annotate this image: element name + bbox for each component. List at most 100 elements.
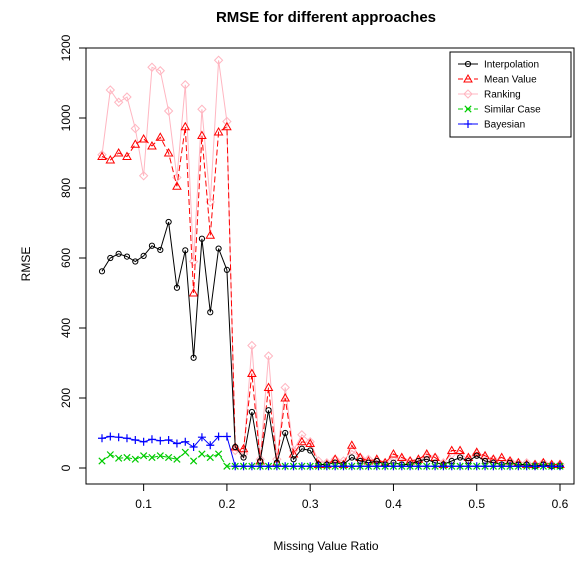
data-point — [396, 452, 407, 461]
series-interpolation — [98, 218, 564, 470]
data-point — [289, 462, 298, 471]
series-line — [101, 221, 560, 467]
data-point — [439, 462, 448, 471]
data-point — [140, 452, 148, 460]
y-tick-label: 1200 — [59, 34, 73, 61]
data-point — [173, 284, 181, 291]
data-point — [139, 437, 148, 446]
series-line — [101, 125, 560, 466]
y-tick-label: 0 — [59, 464, 73, 471]
data-point — [388, 448, 399, 458]
y-axis-label: RMSE — [19, 247, 33, 282]
y-tick-label: 200 — [59, 388, 73, 408]
data-point — [123, 453, 131, 462]
data-point — [98, 268, 106, 275]
data-point — [157, 246, 164, 254]
data-point — [388, 452, 399, 463]
x-tick-label: 0.2 — [219, 497, 236, 511]
data-point — [222, 121, 232, 131]
data-point — [356, 462, 365, 471]
data-point — [331, 462, 340, 471]
data-point — [222, 432, 231, 441]
data-point — [140, 252, 147, 259]
data-point — [231, 462, 240, 471]
data-point — [147, 62, 157, 72]
data-point — [148, 242, 156, 249]
data-point — [173, 455, 181, 463]
x-tick-label: 0.6 — [552, 497, 569, 511]
legend-label: Bayesian — [484, 120, 525, 131]
data-point — [496, 452, 507, 461]
data-point — [296, 436, 307, 446]
data-point — [232, 443, 239, 451]
data-point — [138, 171, 149, 181]
data-point — [113, 147, 124, 157]
data-point — [180, 80, 190, 90]
data-point — [123, 253, 131, 260]
data-point — [122, 151, 132, 160]
x-tick-label: 0.4 — [385, 497, 402, 511]
legend-marker — [464, 60, 472, 68]
data-point — [156, 436, 165, 445]
data-point — [197, 433, 206, 442]
data-point — [547, 462, 556, 471]
data-point — [247, 340, 257, 351]
data-point — [456, 454, 464, 461]
data-point — [106, 432, 115, 441]
data-point — [155, 66, 165, 76]
data-point — [397, 462, 406, 471]
data-point — [122, 92, 132, 102]
data-point — [481, 462, 490, 471]
data-point — [298, 445, 305, 452]
data-point — [265, 407, 272, 414]
legend-marker — [464, 105, 472, 113]
data-point — [339, 462, 348, 471]
data-point — [181, 448, 189, 456]
data-point — [346, 440, 357, 449]
data-point — [406, 462, 415, 471]
data-point — [190, 354, 197, 361]
series-layer — [97, 55, 565, 471]
x-tick-label: 0.5 — [468, 497, 485, 511]
data-point — [556, 462, 564, 471]
data-point — [223, 462, 231, 470]
data-point — [215, 245, 222, 252]
series-similar-case — [98, 448, 564, 470]
data-point — [290, 456, 297, 463]
data-point — [182, 247, 189, 254]
data-point — [264, 462, 273, 471]
legend-marker — [463, 73, 473, 83]
data-point — [423, 456, 430, 463]
x-axis-label: Missing Value Ratio — [273, 539, 378, 553]
data-point — [181, 437, 190, 446]
data-point — [422, 462, 431, 471]
data-point — [280, 392, 291, 402]
data-point — [263, 351, 274, 361]
data-point — [138, 133, 149, 143]
data-point — [473, 452, 480, 459]
chart-title: RMSE for different approaches — [216, 9, 436, 26]
data-point — [489, 462, 498, 471]
legend: Interpolation Mean Value Ranking Similar Ca… — [449, 51, 572, 138]
data-point — [263, 382, 274, 391]
data-point — [446, 445, 457, 454]
y-tick-label: 800 — [59, 178, 73, 198]
series-line — [101, 60, 560, 466]
data-point — [297, 462, 306, 471]
data-point — [131, 455, 139, 463]
data-point — [165, 218, 172, 226]
data-point — [156, 452, 164, 460]
data-point — [430, 452, 440, 463]
data-point — [214, 432, 223, 441]
legend-entry: Ranking — [458, 89, 521, 101]
data-point — [105, 85, 116, 95]
data-point — [132, 258, 139, 265]
data-point — [389, 462, 398, 471]
legend-label: Ranking — [484, 90, 521, 101]
legend-entry: Similar Case — [458, 105, 541, 116]
data-point — [240, 454, 247, 461]
data-point — [497, 462, 506, 471]
data-point — [163, 147, 174, 157]
data-point — [107, 254, 114, 262]
